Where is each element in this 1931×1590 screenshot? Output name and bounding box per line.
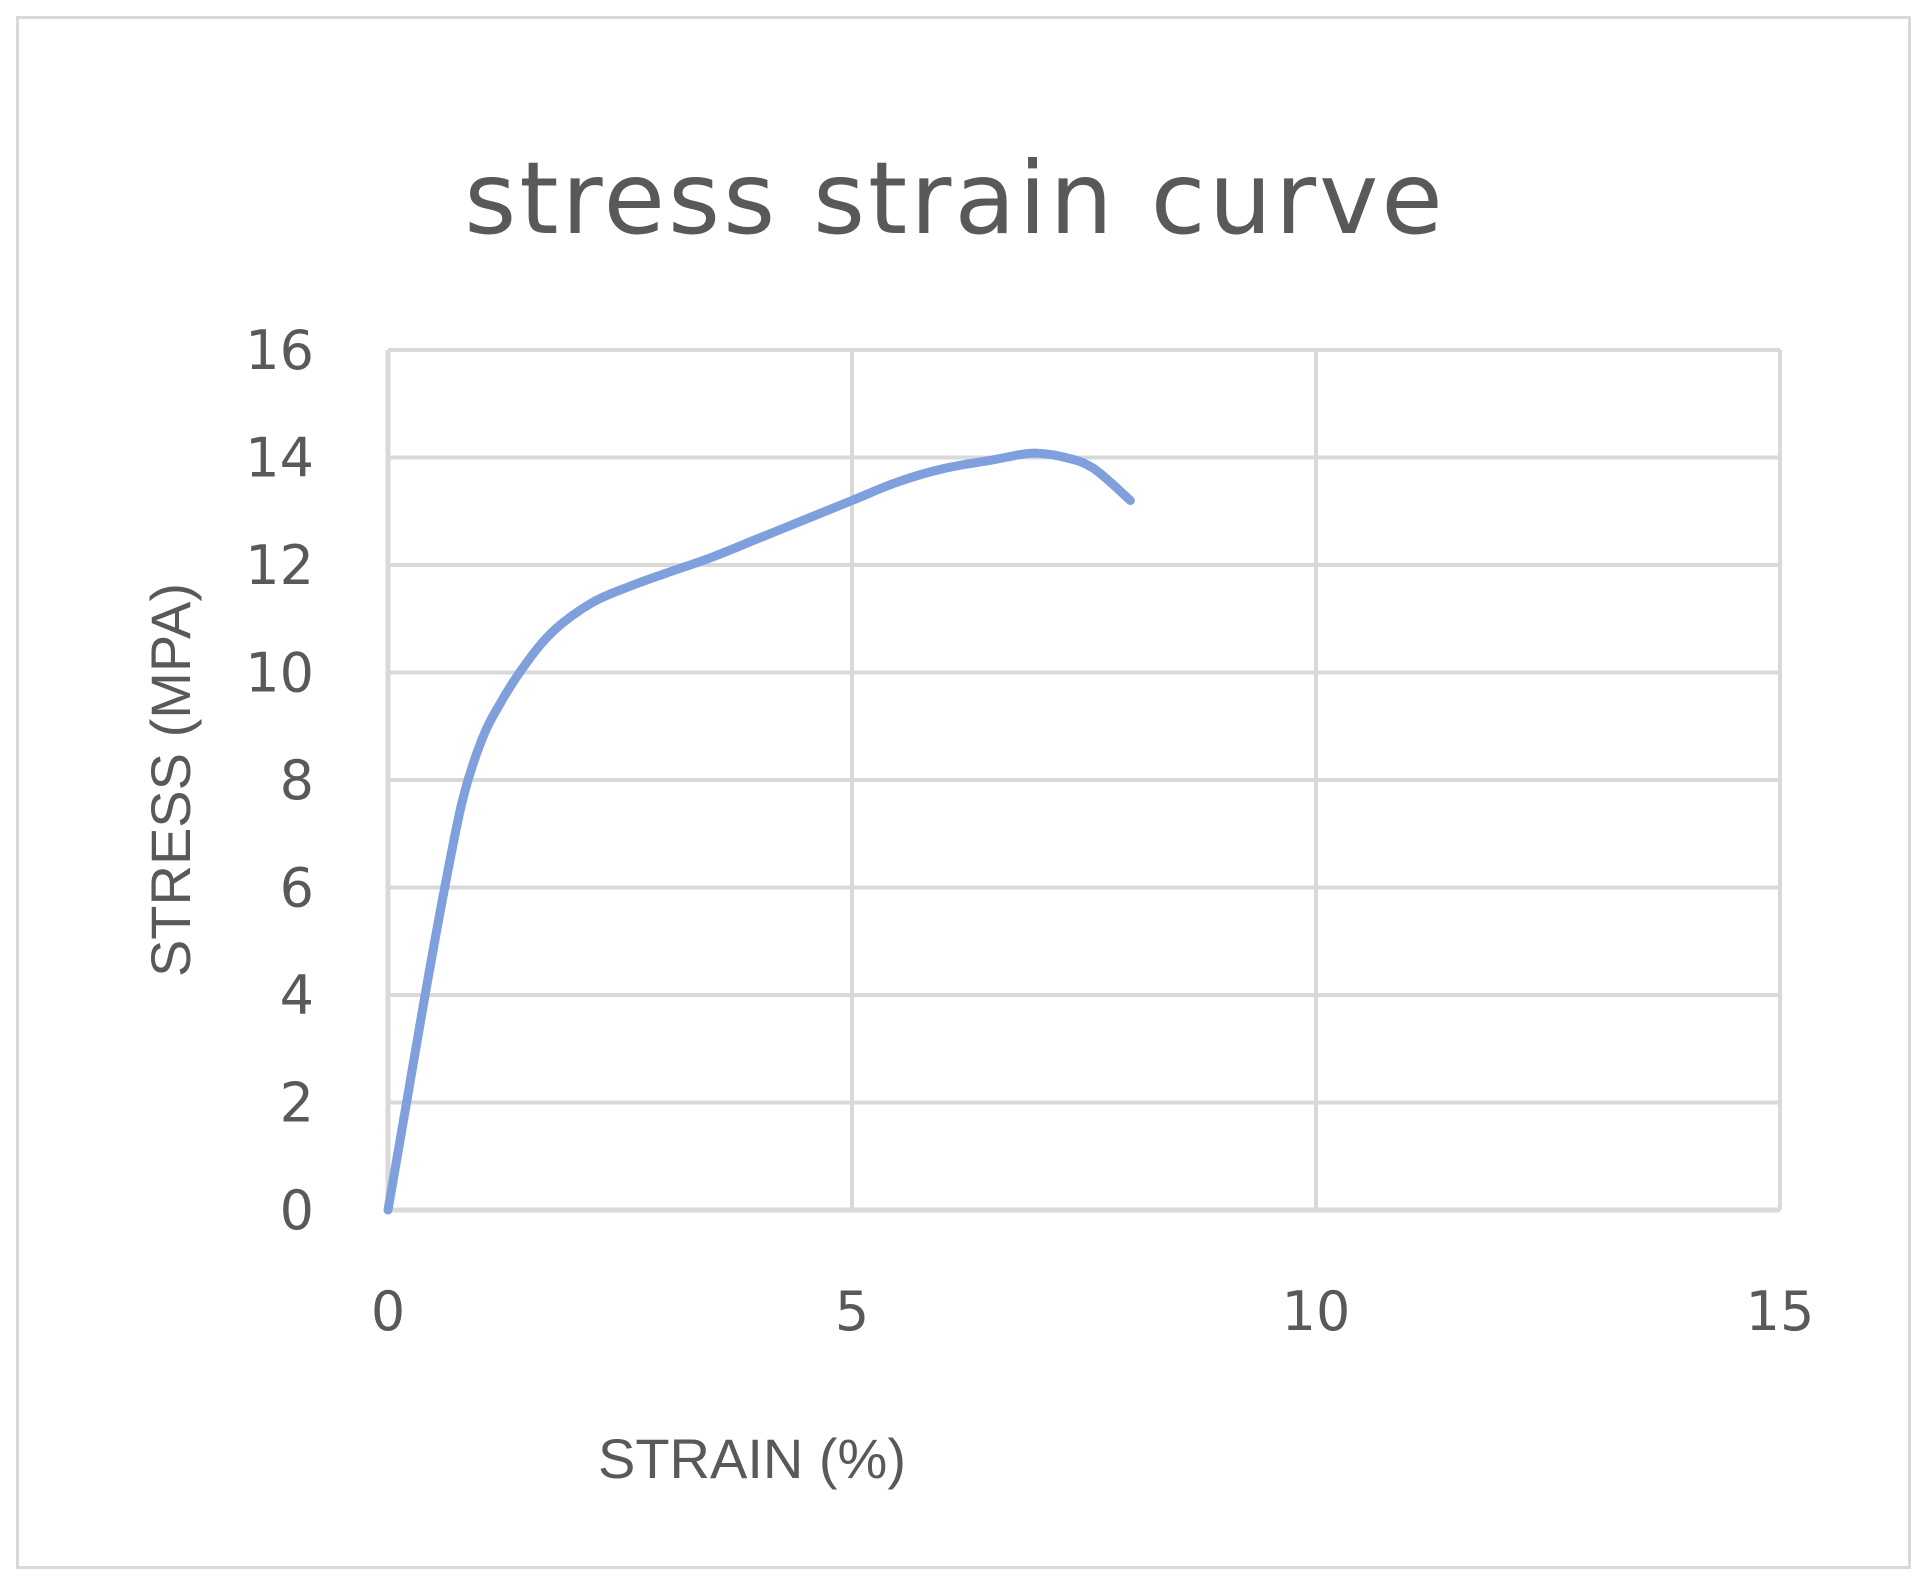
x-tick-label-15: 15 [1746,1280,1815,1343]
y-tick-label-12: 12 [245,534,314,597]
series-line-0 [383,448,1135,1215]
y-tick-labels: 0 2 4 6 8 10 12 14 16 [245,319,314,1242]
x-tick-label-0: 0 [371,1280,405,1343]
x-tick-label-5: 5 [835,1280,869,1343]
gridlines [388,348,1782,1210]
chart-title: stress strain curve [464,140,1446,257]
chart-frame [16,16,1911,1569]
y-tick-label-10: 10 [245,642,314,705]
y-tick-label-6: 6 [280,857,314,920]
series-group [383,448,1135,1215]
x-axis-title: STRAIN (%) [598,1427,906,1490]
y-tick-label-16: 16 [245,319,314,382]
y-tick-label-8: 8 [280,749,314,812]
x-tick-labels: 0 5 10 15 [371,1280,1815,1343]
axes [385,350,1780,1213]
y-tick-label-2: 2 [280,1072,314,1135]
y-tick-label-4: 4 [280,964,314,1027]
y-tick-label-0: 0 [280,1179,314,1242]
y-tick-label-14: 14 [245,427,314,490]
x-tick-label-10: 10 [1282,1280,1351,1343]
y-axis-title: STRESS (MPA) [139,583,202,977]
